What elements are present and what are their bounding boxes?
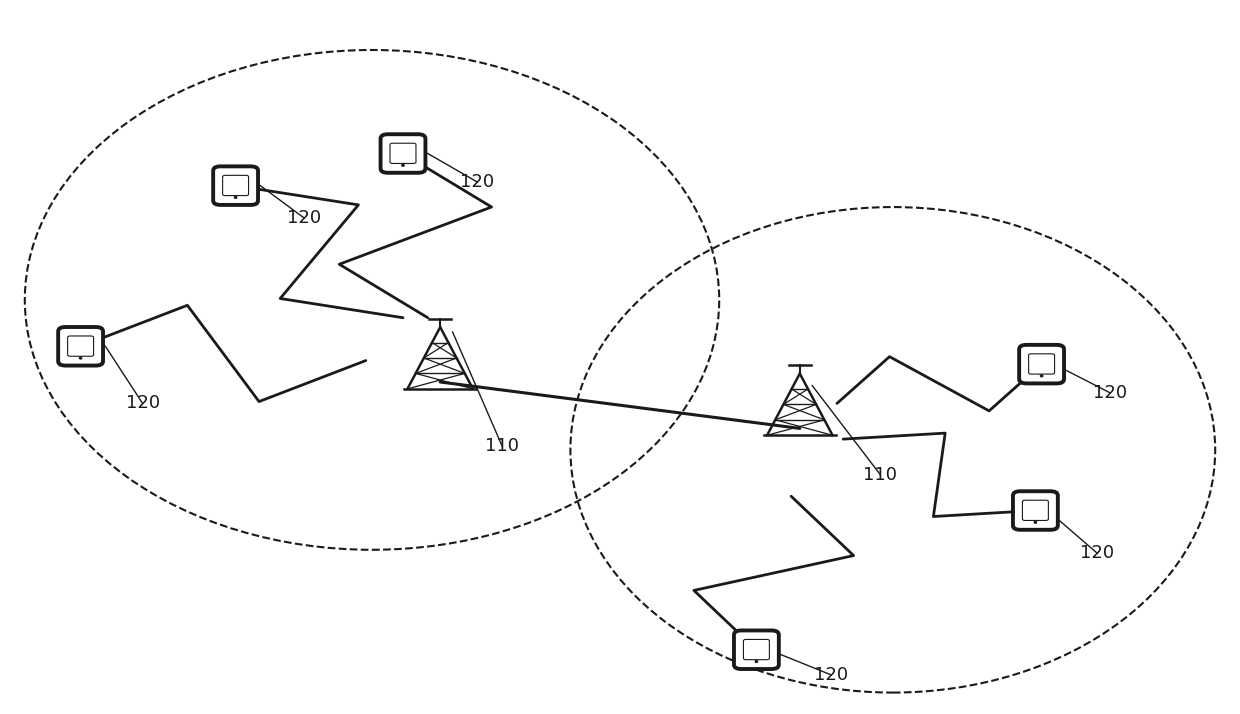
Ellipse shape xyxy=(755,660,758,663)
Ellipse shape xyxy=(79,357,82,359)
Ellipse shape xyxy=(234,196,237,198)
Text: 120: 120 xyxy=(1080,544,1115,563)
Ellipse shape xyxy=(402,164,404,166)
FancyBboxPatch shape xyxy=(381,134,425,173)
Text: 120: 120 xyxy=(125,394,160,413)
FancyBboxPatch shape xyxy=(391,144,415,164)
Text: 110: 110 xyxy=(863,466,898,484)
Text: 110: 110 xyxy=(485,437,520,456)
FancyBboxPatch shape xyxy=(213,166,258,205)
FancyBboxPatch shape xyxy=(1013,491,1058,530)
Text: 120: 120 xyxy=(813,665,848,684)
Ellipse shape xyxy=(1040,375,1043,377)
FancyBboxPatch shape xyxy=(1029,354,1054,374)
FancyBboxPatch shape xyxy=(223,176,248,196)
Text: 120: 120 xyxy=(1092,383,1127,402)
FancyBboxPatch shape xyxy=(58,327,103,366)
Text: 120: 120 xyxy=(460,173,495,191)
FancyBboxPatch shape xyxy=(744,640,769,660)
FancyBboxPatch shape xyxy=(68,336,93,356)
FancyBboxPatch shape xyxy=(734,630,779,669)
Text: 120: 120 xyxy=(286,208,321,227)
Ellipse shape xyxy=(1034,521,1037,523)
FancyBboxPatch shape xyxy=(1023,501,1048,521)
FancyBboxPatch shape xyxy=(1019,345,1064,383)
